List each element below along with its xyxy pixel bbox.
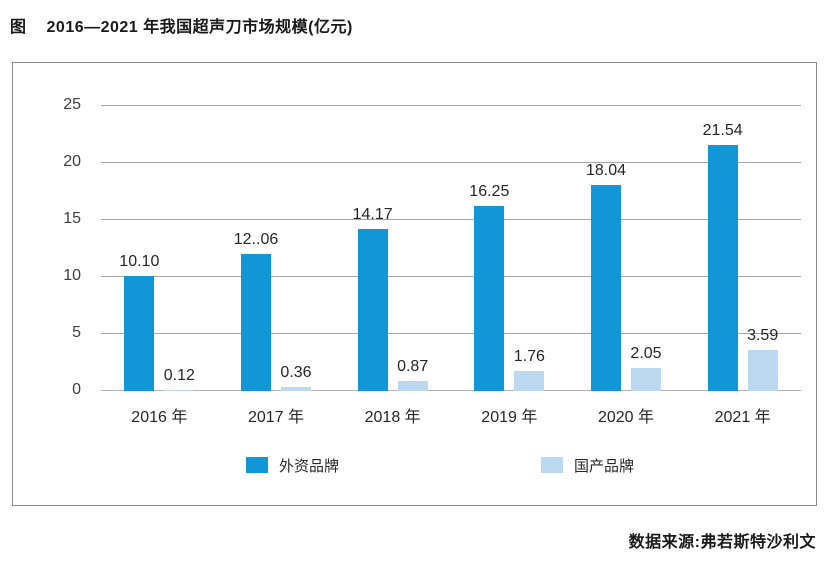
y-axis-tick-label-0: 0 [72,381,81,398]
bar-value-label: 1.76 [513,347,545,365]
gridline-y-10 [101,276,801,277]
bar-domestic-2021年 [747,350,778,391]
y-axis-tick-label-25: 25 [63,96,81,113]
bar-foreign-2019年 [474,205,505,391]
x-axis-tick-label-2016年: 2016 年 [131,409,188,426]
legend-item-foreign-brand: 外资品牌 [246,456,340,475]
legend-item-domestic-brand: 国产品牌 [541,456,635,475]
gridline-y-15 [101,219,801,220]
bar-value-label: 2.05 [630,344,662,362]
chart-title: 图 2016—2021 年我国超声刀市场规模(亿元) [10,13,353,37]
legend-label-domestic-brand: 国产品牌 [574,457,635,475]
data-source: 数据来源:弗若斯特沙利文 [628,534,816,551]
legend-swatch-foreign-brand [246,457,268,473]
figure-label: 图 [10,19,27,36]
bar-foreign-2016年 [124,275,155,391]
gridline-y-5 [101,333,801,334]
bar-value-label: 18.04 [585,162,627,180]
bar-value-label: 0.36 [280,363,312,381]
bar-foreign-2018年 [357,229,388,391]
legend-swatch-domestic-brand [541,457,563,473]
bar-domestic-2018年 [397,381,428,391]
y-axis-tick-label-20: 20 [63,153,81,170]
bar-value-label: 12..06 [233,230,279,248]
bar-domestic-2020年 [631,367,661,391]
gridline-y-0 [101,390,801,391]
bar-foreign-2021年 [707,145,738,391]
bar-value-label: 0.87 [397,358,429,376]
x-axis-tick-label-2018年: 2018 年 [364,409,421,426]
bar-foreign-2017年 [241,253,271,391]
bar-foreign-2020年 [591,185,621,391]
gridline-y-20 [101,162,801,163]
bar-value-label: 10.10 [119,252,160,270]
legend-label-foreign-brand: 外资品牌 [279,457,340,475]
y-axis-tick-label-15: 15 [63,210,81,227]
y-axis-tick-label-10: 10 [63,267,81,284]
x-axis-tick-label-2020年: 2020 年 [597,409,655,426]
figure-title-text: 2016—2021 年我国超声刀市场规模(亿元) [46,19,353,36]
y-axis-tick-label-5: 5 [72,324,81,341]
bar-domestic-2016年 [164,389,195,391]
x-axis-tick-label-2017年: 2017 年 [247,409,305,426]
bar-value-label: 0.12 [163,366,195,384]
bar-value-label: 3.59 [747,327,779,345]
chart-container: 外资品牌 国产品牌 0 5 10 15 20 25 10.10 0.12 2016 年 12..0… [12,62,817,506]
bar-value-label: 21.54 [702,122,743,140]
bar-domestic-2019年 [514,370,545,391]
x-axis-tick-label-2021年: 2021 年 [714,409,771,426]
x-axis-tick-label-2019年: 2019 年 [481,409,538,426]
bar-value-label: 16.25 [469,182,510,200]
gridline-y-25 [101,105,801,106]
bar-domestic-2017年 [281,386,311,391]
bar-value-label: 14.17 [352,206,393,224]
